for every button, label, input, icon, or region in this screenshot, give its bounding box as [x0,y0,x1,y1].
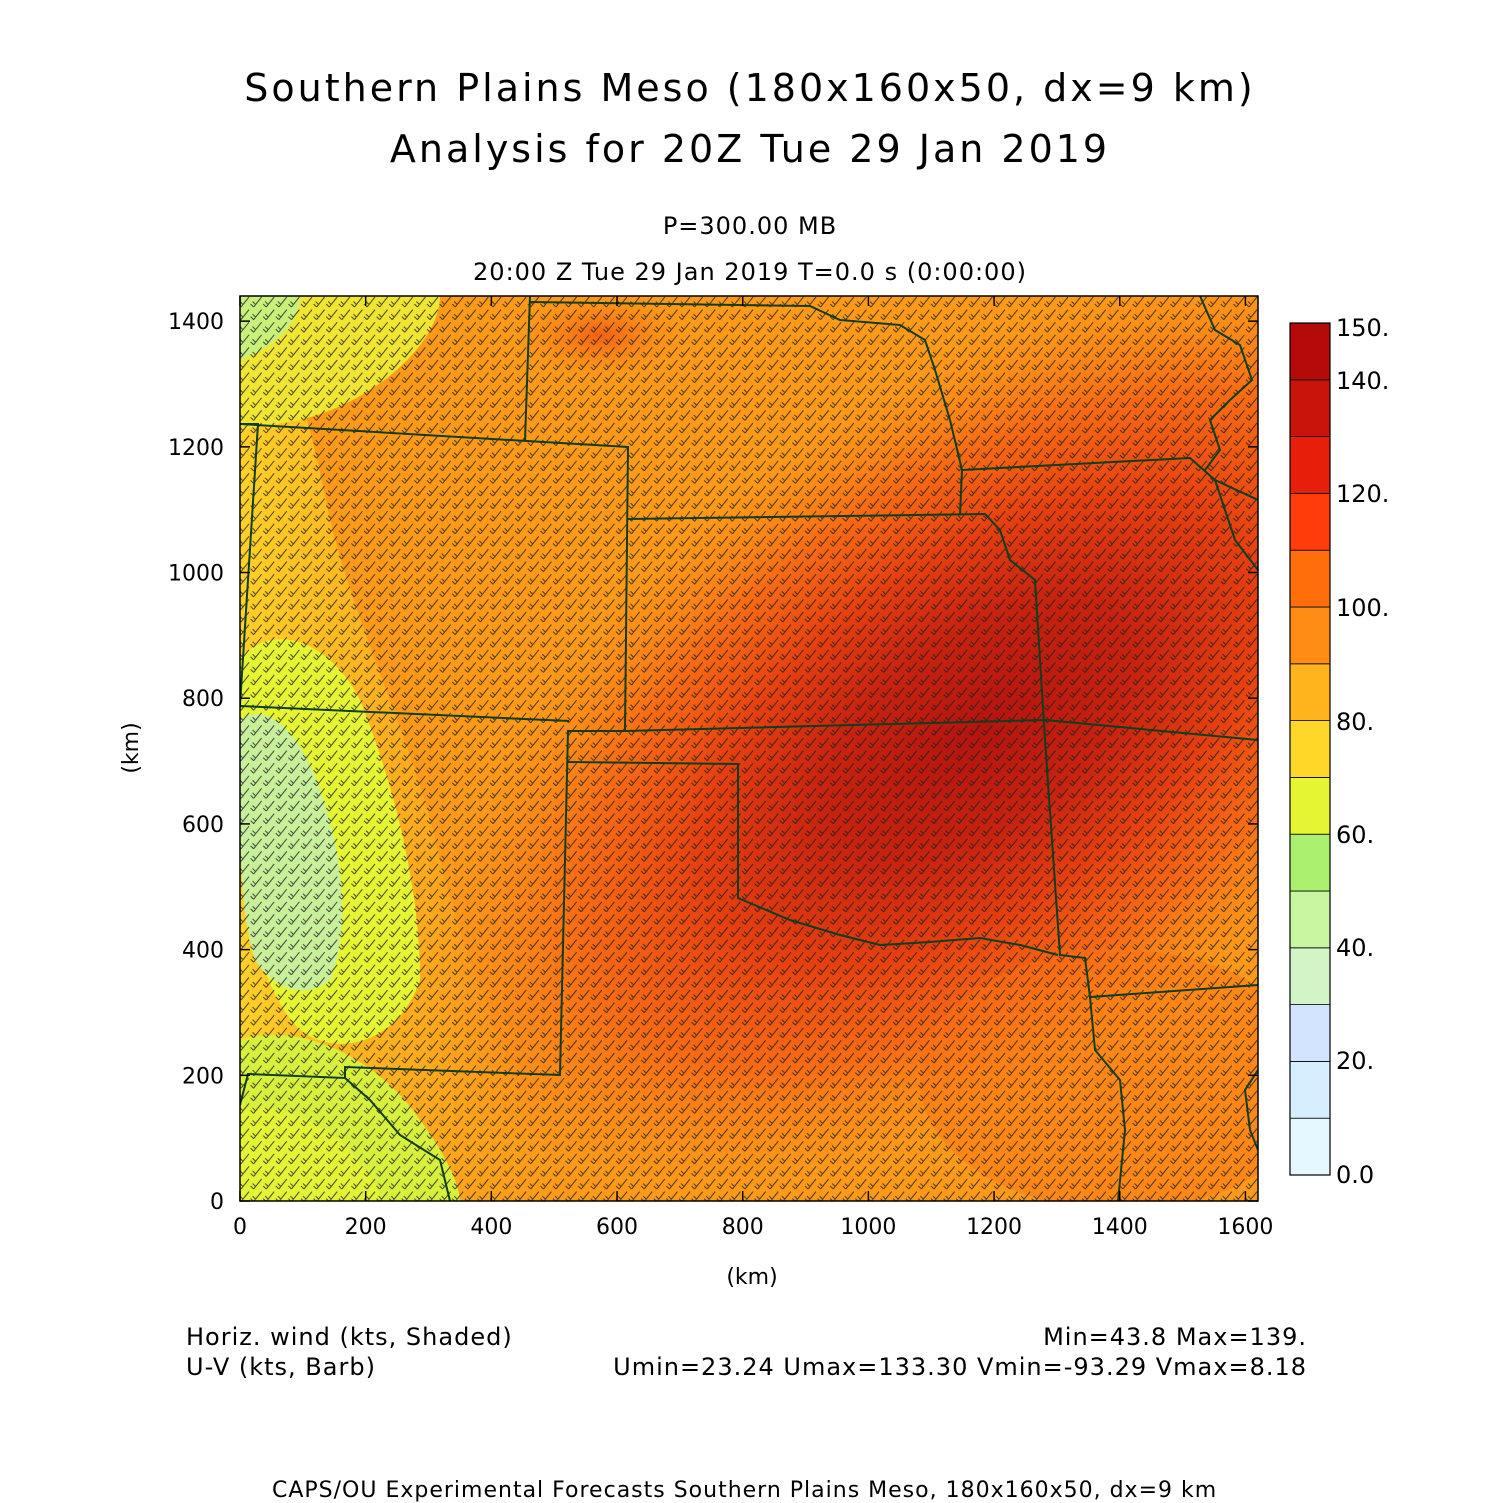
colorbar-label: 150. [1336,314,1389,342]
colorbar-label: 60. [1336,821,1374,849]
colorbar-swatch [1289,833,1331,892]
y-tick-label: 0 [210,1190,224,1215]
legend-min-max: Min=43.8 Max=139. [1043,1323,1307,1351]
legend-uv-range: Umin=23.24 Umax=133.30 Vmin=-93.29 Vmax=… [613,1353,1307,1381]
y-tick-label: 200 [182,1064,224,1089]
x-axis-label: (km) [726,1265,777,1290]
legend-barb-field: U-V (kts, Barb) [186,1353,376,1381]
wind-speed-shading [240,296,1258,1201]
colorbar-swatch [1289,549,1331,608]
colorbar-label: 0.0 [1336,1161,1374,1189]
colorbar-swatch [1289,890,1331,949]
colorbar-swatch [1289,1004,1331,1062]
colorbar-label: 80. [1336,708,1374,736]
x-tick-label: 600 [596,1215,638,1240]
colorbar-label: 100. [1336,594,1389,622]
colorbar-label: 40. [1336,934,1374,962]
colorbar-frame [1289,322,1331,1176]
plot-frame [239,295,1259,1202]
x-tick-label: 400 [470,1215,512,1240]
x-tick-label: 200 [345,1215,387,1240]
x-axis: 0 200 400 600 800 1000 1200 1400 1600 [233,296,1273,1240]
x-tick-label: 1400 [1092,1215,1148,1240]
wind-barbs [240,296,1258,1201]
title-line-1: Southern Plains Meso (180x160x50, dx=9 k… [244,66,1256,110]
pressure-level: P=300.00 MB [662,212,838,240]
colorbar-label: 140. [1336,367,1389,395]
colorbar-swatch [1289,606,1331,665]
y-axis: 0 200 400 600 800 1000 1200 1400 [168,310,1258,1215]
wind-barb-field [240,296,1258,1201]
y-axis-label: (km) [119,722,144,773]
colorbar-swatch [1289,436,1331,494]
state-borders [240,296,1258,1201]
colorbar-swatch [1289,1117,1331,1176]
x-tick-label: 1600 [1217,1215,1273,1240]
x-tick-label: 1200 [966,1215,1022,1240]
colorbar-swatch [1289,322,1331,381]
footer-credit: CAPS/OU Experimental Forecasts Southern … [272,1478,1218,1503]
colorbar: 0.0 20. 40. 60. 80. 100. 120. 140. 150. [1289,314,1389,1189]
colorbar-label: 120. [1336,480,1389,508]
x-tick-label: 0 [233,1215,247,1240]
x-tick-label: 1000 [840,1215,896,1240]
y-tick-label: 1000 [168,562,224,587]
valid-time: 20:00 Z Tue 29 Jan 2019 T=0.0 s (0:00:00… [473,258,1027,286]
y-tick-label: 1400 [168,310,224,335]
colorbar-swatch [1289,777,1331,835]
colorbar-swatch [1289,379,1331,437]
y-tick-label: 800 [182,687,224,712]
colorbar-swatch [1289,492,1331,551]
x-tick-label: 800 [722,1215,764,1240]
y-tick-label: 400 [182,939,224,964]
y-tick-label: 1200 [168,436,224,461]
colorbar-swatch [1289,1061,1331,1119]
colorbar-label: 20. [1336,1047,1374,1075]
colorbar-swatch [1289,720,1331,778]
colorbar-swatch [1289,663,1331,721]
colorbar-swatch [1289,947,1331,1005]
title-line-2: Analysis for 20Z Tue 29 Jan 2019 [389,127,1111,171]
y-tick-label: 600 [182,813,224,838]
legend-shaded-field: Horiz. wind (kts, Shaded) [186,1323,513,1351]
